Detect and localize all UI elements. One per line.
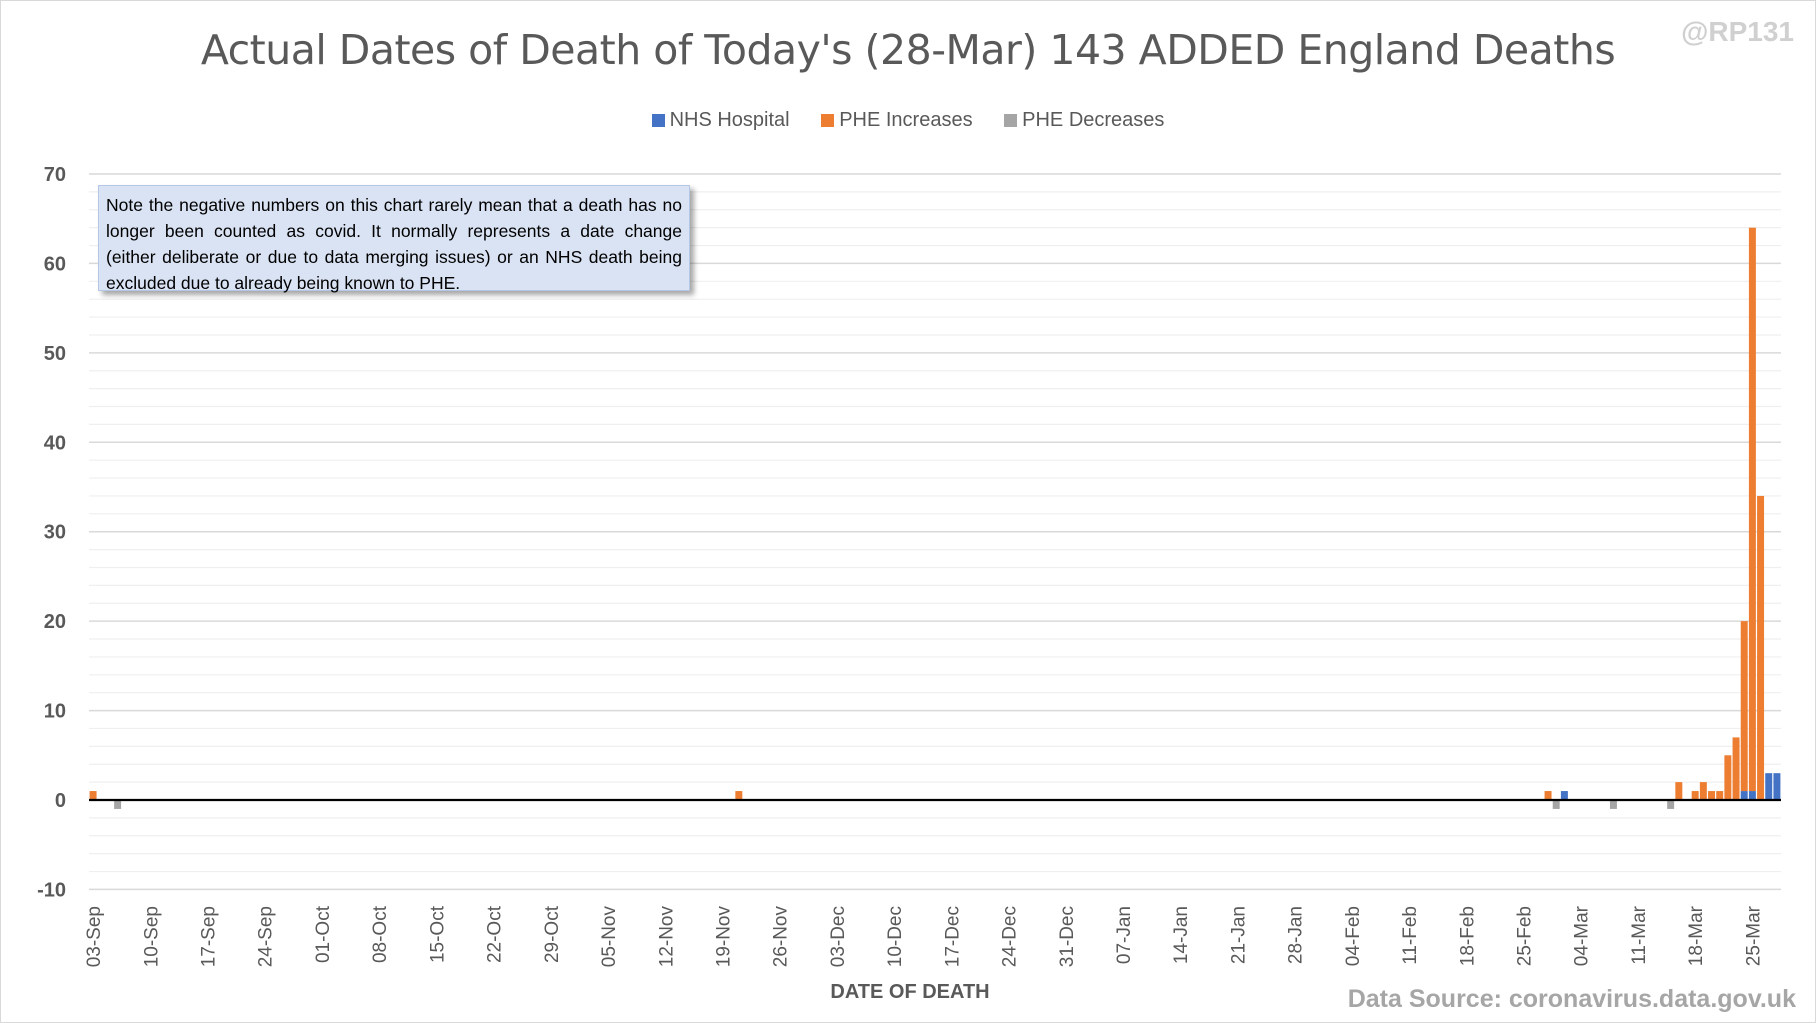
bar-phe-decreases: [1609, 800, 1617, 809]
y-tick-label: 60: [44, 253, 66, 275]
x-tick-label: 14-Jan: [1171, 906, 1192, 964]
bar-phe-increases: [1691, 791, 1699, 800]
bar-phe-increases: [1732, 737, 1740, 800]
x-tick-label: 17-Dec: [942, 906, 963, 967]
bar-phe-increases: [1708, 791, 1716, 800]
bar-phe-increases: [1757, 495, 1765, 800]
bar-phe-increases: [1544, 791, 1552, 800]
x-tick-label: 10-Dec: [885, 906, 906, 967]
y-tick-label: 50: [44, 343, 66, 365]
x-tick-label: 12-Nov: [656, 906, 677, 968]
legend: NHS Hospital PHE Increases PHE Decreases: [0, 109, 1816, 132]
x-tick-label: 24-Dec: [1000, 906, 1021, 967]
x-tick-label: 10-Sep: [141, 906, 162, 967]
x-tick-label: 19-Nov: [713, 906, 734, 968]
x-tick-label: 04-Feb: [1343, 906, 1364, 966]
bar-nhs-hospital: [1773, 773, 1781, 800]
y-tick-label: -10: [37, 879, 66, 901]
y-tick-label: 40: [44, 432, 66, 454]
x-tick-label: 25-Mar: [1743, 905, 1764, 966]
x-tick-label: 21-Jan: [1228, 906, 1249, 964]
x-tick-label: 03-Sep: [84, 906, 105, 967]
x-tick-label: 11-Feb: [1400, 906, 1421, 965]
x-tick-label: 25-Feb: [1515, 906, 1536, 966]
chart-title: Actual Dates of Death of Today's (28-Mar…: [200, 26, 1616, 74]
x-tick-label: 08-Oct: [370, 905, 391, 963]
x-tick-label: 29-Oct: [542, 905, 563, 963]
x-tick-label: 11-Mar: [1629, 905, 1650, 964]
legend-label: NHS Hospital: [669, 109, 790, 131]
bar-nhs-hospital: [1560, 791, 1568, 800]
y-tick-label: 0: [55, 790, 66, 812]
bar-phe-decreases: [1667, 800, 1675, 809]
legend-label: PHE Increases: [839, 109, 973, 131]
x-tick-label: 28-Jan: [1286, 906, 1307, 964]
bar-nhs-hospital: [1748, 791, 1756, 800]
watermark: @RP131: [1681, 16, 1794, 47]
data-source: Data Source: coronavirus.data.gov.uk: [1347, 985, 1796, 1013]
legend-label: PHE Decreases: [1022, 109, 1165, 131]
y-tick-label: 20: [44, 611, 66, 633]
bar-phe-increases: [1724, 755, 1732, 800]
legend-swatch: [1004, 114, 1018, 127]
x-tick-label: 18-Mar: [1686, 905, 1707, 966]
bar-phe-increases: [89, 791, 97, 800]
legend-item-phe-increases: PHE Increases: [821, 109, 973, 132]
x-tick-label: 26-Nov: [771, 906, 792, 968]
bar-phe-increases: [1699, 782, 1707, 800]
bar-nhs-hospital: [1740, 791, 1748, 800]
y-tick-label: 30: [44, 522, 66, 544]
x-tick-label: 15-Oct: [427, 905, 448, 963]
y-tick-label: 10: [44, 701, 66, 723]
x-tick-label: 17-Sep: [199, 906, 220, 967]
x-tick-label: 04-Mar: [1572, 905, 1593, 966]
legend-swatch: [651, 114, 665, 127]
bar-phe-increases: [735, 791, 743, 800]
x-tick-label: 05-Nov: [599, 906, 620, 968]
annotation-note: Note the negative numbers on this chart …: [98, 185, 690, 293]
bar-phe-increases: [1716, 791, 1724, 800]
bar-phe-decreases: [1552, 800, 1560, 809]
x-axis-title: DATE OF DEATH: [830, 981, 990, 1003]
legend-swatch: [821, 114, 835, 127]
x-tick-label: 31-Dec: [1057, 906, 1078, 967]
x-tick-label: 18-Feb: [1457, 906, 1478, 966]
bar-phe-increases: [1740, 621, 1748, 792]
legend-item-phe-decreases: PHE Decreases: [1004, 109, 1164, 132]
bar-nhs-hospital: [1765, 773, 1773, 800]
x-tick-label: 24-Sep: [256, 906, 277, 967]
bar-phe-increases: [1675, 782, 1683, 800]
x-tick-label: 03-Dec: [828, 906, 849, 967]
x-tick-label: 22-Oct: [485, 905, 506, 963]
bar-phe-increases: [1748, 227, 1756, 792]
legend-item-nhs: NHS Hospital: [651, 109, 790, 132]
x-tick-label: 01-Oct: [313, 905, 334, 963]
y-tick-label: 70: [44, 164, 66, 186]
x-tick-label: 07-Jan: [1114, 906, 1135, 964]
bar-phe-decreases: [114, 800, 122, 809]
